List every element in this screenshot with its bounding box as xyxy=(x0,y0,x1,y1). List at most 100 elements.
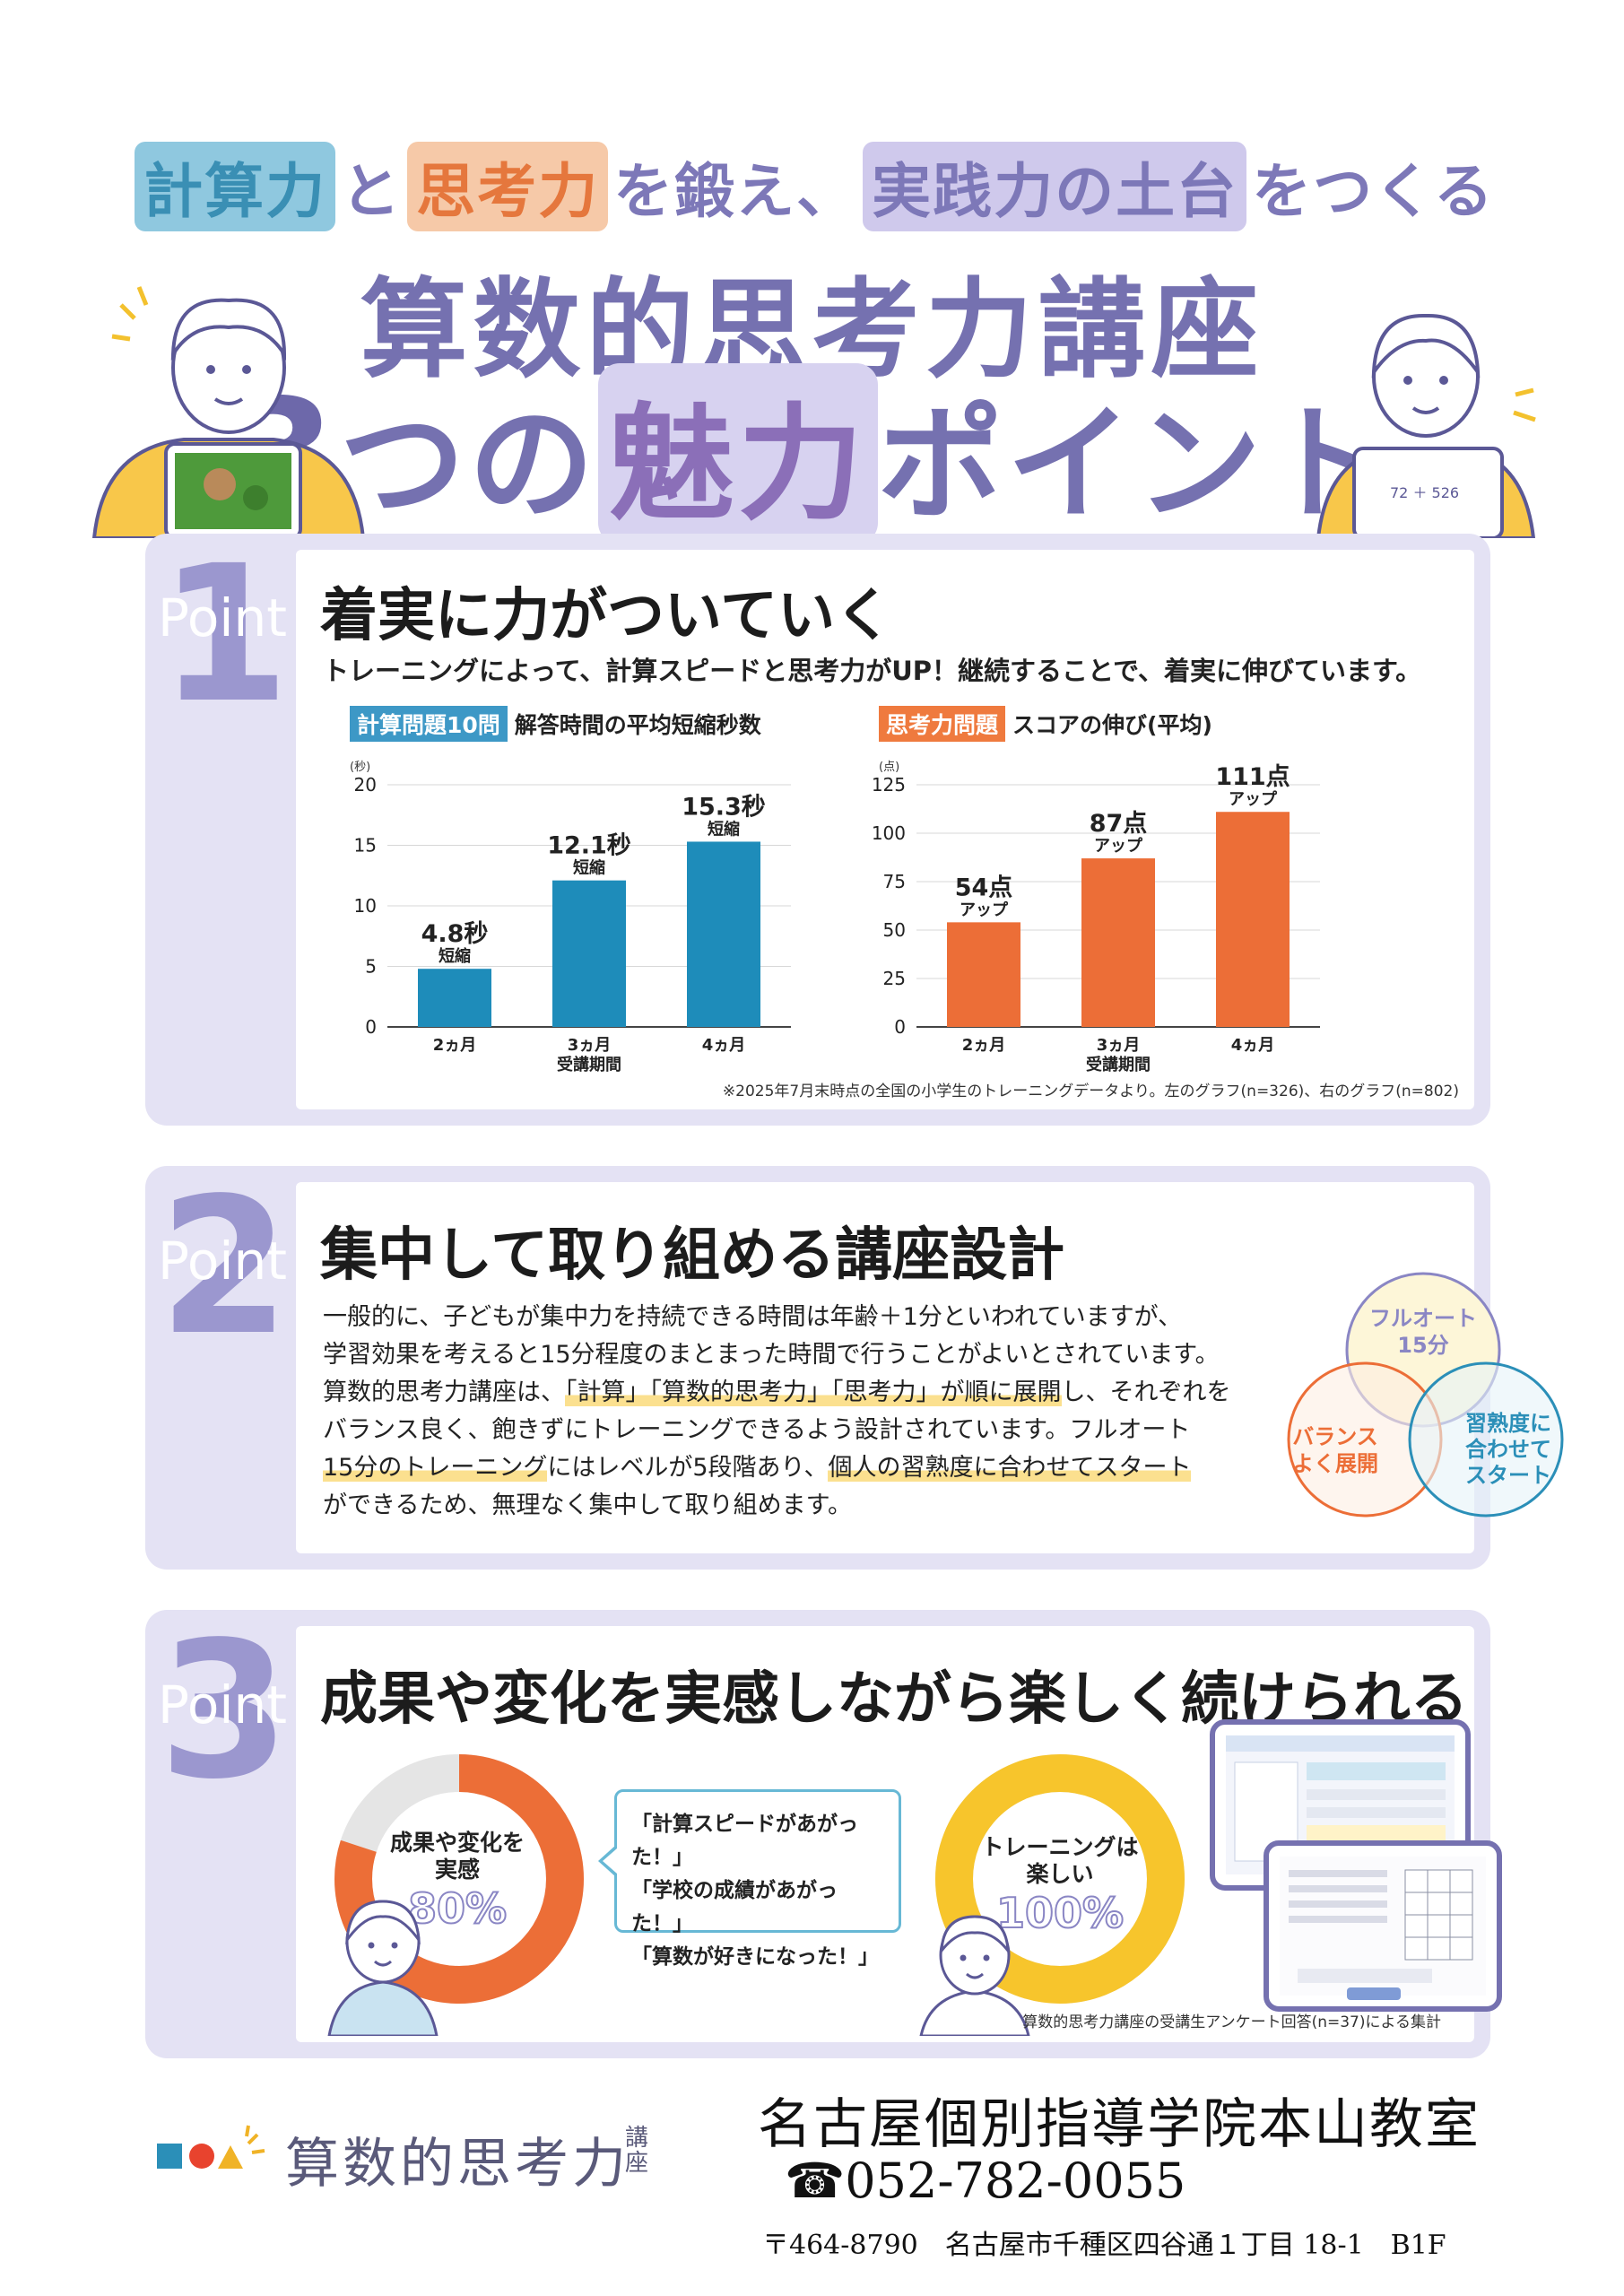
girl-illustration xyxy=(327,1900,439,2036)
point-section-1: 1 Point 着実に力がついていく トレーニングによって、計算スピードと思考力… xyxy=(145,534,1490,1126)
y-tick-label: 5 xyxy=(365,956,377,978)
section-heading: 集中して取り組める講座設計 xyxy=(320,1222,1065,1289)
donut-1-value: 80% xyxy=(407,1883,508,1934)
chart-2-tag: 思考力問題 xyxy=(879,706,1006,742)
x-tick-label: 4ヵ月 xyxy=(1231,1036,1275,1055)
bar xyxy=(418,969,491,1027)
tagline-text: と xyxy=(341,157,403,226)
bar-value-label: 111点 xyxy=(1215,763,1290,791)
quote-item: 「算数が好きになった！」 xyxy=(631,1945,879,1969)
satisfaction-donut-80 xyxy=(334,1754,584,2004)
bar-value-sublabel: アップ xyxy=(1229,789,1278,809)
donut-2-label-line: 楽しい xyxy=(1026,1861,1094,1887)
chart-1-calc-speed: (秒)051015204.8秒短縮2ヵ月12.1秒短縮3ヵ月受講期間15.3秒短… xyxy=(350,761,791,1072)
x-tick-label: 2ヵ月 xyxy=(962,1036,1006,1055)
y-axis-unit: (秒) xyxy=(350,761,370,774)
bar-value-sublabel: アップ xyxy=(1094,836,1143,856)
venn-left-label-2: よく展開 xyxy=(1292,1451,1378,1476)
venn-top-label-1: フルオート xyxy=(1369,1306,1477,1331)
y-tick-label: 25 xyxy=(883,968,906,989)
quote-item: 「計算スピードがあがった！」 xyxy=(631,1813,858,1869)
donut-1-label-line: 成果や変化を xyxy=(389,1830,525,1856)
bar-value-label: 54点 xyxy=(955,874,1013,901)
chart-1-tag: 計算問題10問 xyxy=(350,706,508,742)
donut-fill xyxy=(935,1754,1185,2004)
venn-right-label-3: スタート xyxy=(1465,1463,1551,1488)
y-tick-label: 0 xyxy=(365,1016,377,1038)
venn-right-label-2: 合わせて xyxy=(1465,1437,1551,1462)
body-text: 算数的思考力講座は、 xyxy=(323,1378,565,1406)
donut-2-label: トレーニングは 楽しい 100% xyxy=(952,1834,1168,1938)
course-logo-koza: 講座 xyxy=(625,2125,649,2177)
bar-value-sublabel: 短縮 xyxy=(439,946,471,966)
body-line: 学習効果を考えると15分程度のまとまった時間で行うことがよいとされています。 xyxy=(323,1341,1220,1369)
point-label: Point xyxy=(158,1674,288,1735)
section-panel xyxy=(296,1182,1474,1553)
point-label: Point xyxy=(158,587,288,648)
enjoyment-donut-100 xyxy=(935,1754,1185,2004)
body-line: バランス良く、飽きずにトレーニングできるよう設計されています。フルオート xyxy=(323,1416,1191,1444)
y-tick-label: 15 xyxy=(354,835,377,857)
boy-illustration xyxy=(919,1915,1030,2036)
body-highlight: 「計算」「算数的思考力」「思考力」が順に展開 xyxy=(565,1378,1062,1406)
svg-text:72 ＋ 526: 72 ＋ 526 xyxy=(1390,484,1459,501)
x-tick-label: 3ヵ月 xyxy=(1097,1036,1141,1055)
quote-item: 「学校の成績があがった！」 xyxy=(631,1879,838,1935)
school-address: 〒464-8790 名古屋市千種区四谷通１丁目 18-1 B1F xyxy=(762,2230,1446,2261)
bar-value-sublabel: アップ xyxy=(960,900,1009,919)
tagline-keyword-calc: 計算力 xyxy=(135,142,336,231)
body-text: し、それぞれを xyxy=(1061,1378,1231,1406)
section-number: 3 xyxy=(159,1601,291,1821)
bar-value-sublabel: 短縮 xyxy=(708,819,740,839)
page-subtitle: 3つの魅力ポイント xyxy=(0,363,1624,544)
bar-value-label: 12.1秒 xyxy=(547,832,631,860)
bar-value-label: 87点 xyxy=(1090,810,1148,838)
y-tick-label: 125 xyxy=(872,774,906,796)
bar-value-label: 4.8秒 xyxy=(421,920,489,948)
body-highlight: 個人の習熟度に合わせてスタート xyxy=(828,1454,1192,1482)
section-heading: 着実に力がついていく xyxy=(320,583,893,649)
y-tick-label: 50 xyxy=(883,919,906,941)
subtitle-text: つの xyxy=(339,392,598,538)
y-tick-label: 20 xyxy=(354,774,377,796)
y-tick-label: 75 xyxy=(883,871,906,892)
chart-2-title-text: スコアの伸び(平均) xyxy=(1012,712,1212,738)
donut-1-label-line: 実感 xyxy=(434,1857,480,1883)
tagline-text: を鍛え、 xyxy=(613,157,858,226)
tagline-keyword-thinking: 思考力 xyxy=(407,142,609,231)
bar xyxy=(687,841,760,1027)
y-tick-label: 0 xyxy=(894,1016,906,1038)
quote-pointer-inner xyxy=(603,1848,617,1874)
bar-value-sublabel: 短縮 xyxy=(573,858,605,878)
x-tick-label: 2ヵ月 xyxy=(433,1036,477,1055)
course-logo-text: 算数的思考力 xyxy=(285,2133,630,2196)
bar xyxy=(552,880,626,1027)
x-tick-label: 3ヵ月 xyxy=(568,1036,612,1055)
y-axis-unit: (点) xyxy=(879,761,899,774)
survey-footnote: 算数的思考力講座の受講生アンケート回答(n=37)による集計 xyxy=(1022,2013,1441,2031)
point-label: Point xyxy=(158,1231,288,1292)
section-number: 2 xyxy=(159,1157,291,1377)
venn-circle-right xyxy=(1408,1361,1564,1518)
chart-footnote: ※2025年7月末時点の全国の小学生のトレーニングデータより。左のグラフ(n=3… xyxy=(722,1083,1459,1100)
section-number: 1 xyxy=(159,525,291,744)
subtitle-highlight: 魅力 xyxy=(597,363,878,544)
bar xyxy=(947,922,1020,1027)
tagline-keyword-practice: 実践力の土台 xyxy=(863,142,1247,231)
donut-fill xyxy=(334,1754,584,2004)
body-line: 15分のトレーニングにはレベルが5段階あり、個人の習熟度に合わせてスタート xyxy=(323,1449,1255,1487)
bar-value-label: 15.3秒 xyxy=(682,793,766,821)
point-section-3: 3 Point 成果や変化を実感しながら楽しく続けられる 成果や変化を 実感 8… xyxy=(145,1601,1502,2058)
donut-2-label-line: トレーニングは xyxy=(981,1834,1139,1860)
body-line: ができるため、無理なく集中して取り組めます。 xyxy=(323,1492,852,1519)
x-tick-label: 4ヵ月 xyxy=(702,1036,746,1055)
course-logo-mark xyxy=(157,2125,265,2169)
x-axis-label: 受講期間 xyxy=(1086,1055,1151,1072)
chart-1-title-text: 解答時間の平均短縮秒数 xyxy=(514,712,761,738)
chart-2-thinking-score: (点)025507510012554点アップ2ヵ月87点アップ3ヵ月受講期間11… xyxy=(872,761,1320,1072)
bar xyxy=(1081,858,1155,1027)
subtitle-text: ポイント xyxy=(877,392,1394,538)
body-highlight: 15分のトレーニング xyxy=(323,1454,548,1482)
body-line: 一般的に、子どもが集中力を持続できる時間は年齢＋1分といわれていますが、 xyxy=(323,1303,1183,1331)
y-tick-label: 10 xyxy=(354,895,377,917)
